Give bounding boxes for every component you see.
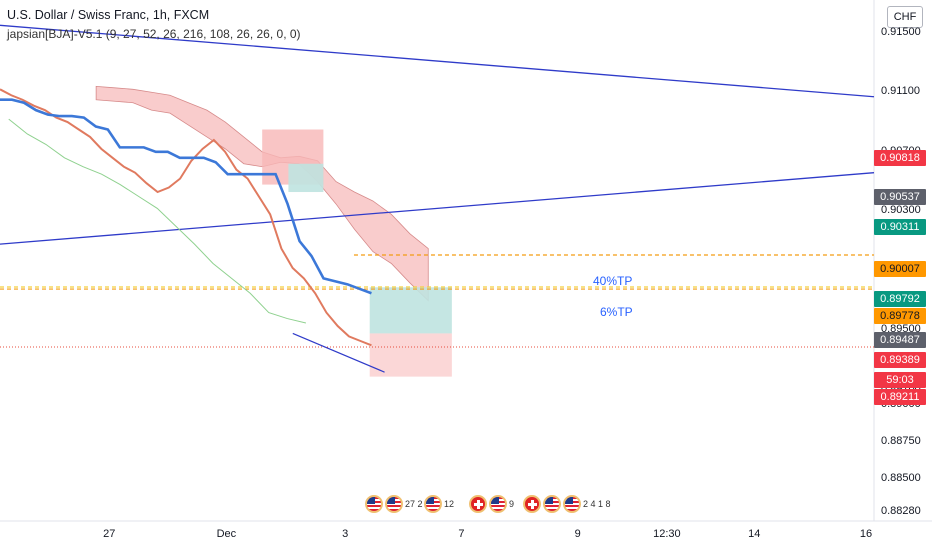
x-tick-label: 3 [342, 528, 349, 540]
y-tick-label: 0.90300 [881, 204, 921, 217]
price-line [0, 88, 372, 347]
us-flag-icon [543, 495, 561, 513]
price-badge: 0.89792 [874, 291, 926, 307]
event-marker[interactable]: 9 [469, 495, 514, 513]
y-tick-label: 0.88750 [881, 435, 921, 448]
event-count: 12 [444, 499, 455, 509]
y-tick-label: 0.91100 [881, 85, 920, 98]
event-count: 9 [509, 499, 515, 509]
price-badge: 0.89487 [874, 332, 926, 348]
price-badge: 0.90007 [874, 261, 926, 277]
price-badge: 0.89389 [874, 352, 926, 368]
tp-6-label: 6%TP [600, 305, 633, 319]
x-tick-label: 9 [574, 528, 581, 540]
tp-40-label: 40%TP [593, 274, 633, 288]
ch-flag-icon [523, 495, 541, 513]
x-tick-label: 14 [748, 528, 761, 540]
indicator-label[interactable]: japsian[BJA]-V5.1 (9, 27, 52, 26, 216, 1… [7, 27, 301, 41]
x-tick-label: 27 [103, 528, 116, 540]
price-badge: 0.90537 [874, 189, 926, 205]
price-badge: 0.89778 [874, 308, 926, 324]
price-badge: 59:03 [874, 372, 926, 388]
price-badge: 0.90311 [874, 219, 926, 235]
currency-button[interactable]: CHF [887, 6, 923, 28]
us-flag-icon [563, 495, 581, 513]
x-tick-label: 7 [458, 528, 465, 540]
y-tick-label: 0.88500 [881, 472, 921, 485]
ichimoku-cloud [95, 85, 429, 302]
trend-line [0, 24, 875, 98]
trend-line [0, 172, 875, 245]
price-badge: 0.89211 [874, 389, 926, 405]
us-flag-icon [489, 495, 507, 513]
risk-box-2 [369, 333, 452, 377]
us-flag-icon [424, 495, 442, 513]
reward-box-1 [288, 163, 324, 193]
wedge-line [292, 332, 385, 373]
x-tick-label: 12:30 [653, 528, 681, 540]
lagging-span-line [8, 118, 307, 324]
event-marker[interactable]: 12 [424, 495, 454, 513]
reward-box-2 [369, 287, 452, 334]
event-marker[interactable]: 27 2 [365, 495, 423, 513]
y-tick-label: 0.91500 [881, 25, 921, 38]
ch-flag-icon [469, 495, 487, 513]
kijun-line [0, 98, 372, 295]
event-count: 27 2 [405, 499, 423, 509]
event-marker[interactable]: 2 4 1 8 [523, 495, 611, 513]
chart-title: U.S. Dollar / Swiss Franc, 1h, FXCM [7, 8, 210, 22]
us-flag-icon [385, 495, 403, 513]
us-flag-icon [365, 495, 383, 513]
x-tick-label: Dec [216, 528, 237, 540]
x-tick-label: 16 [859, 528, 873, 540]
y-tick-label: 0.88280 [881, 505, 921, 518]
event-count: 2 4 1 8 [583, 499, 611, 509]
price-badge: 0.90818 [874, 150, 926, 166]
